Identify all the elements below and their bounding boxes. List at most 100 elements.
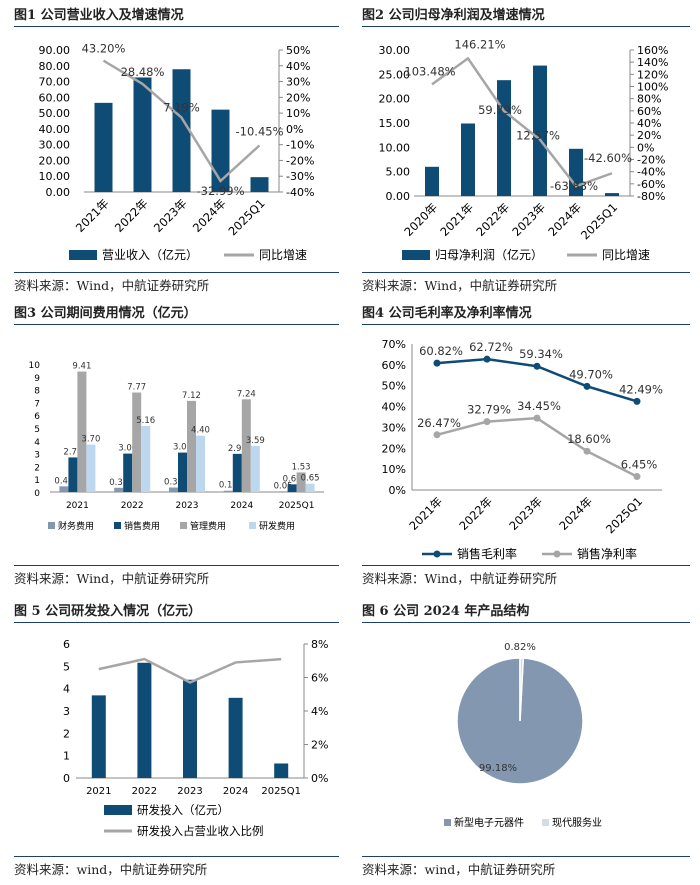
x-tick-label: 2022年 xyxy=(473,200,512,239)
y-tick-label: 20.00 xyxy=(379,93,411,106)
bar-expense xyxy=(232,453,242,492)
y-tick-label: 25.00 xyxy=(379,68,411,81)
chart-title: 图 5 公司研发投入情况（亿元） xyxy=(14,604,202,619)
legend-swatch-net-profit xyxy=(402,250,430,260)
y-tick-label: 0 xyxy=(63,772,70,785)
y-tick-label: 1 xyxy=(63,750,70,763)
data-label-expense: 0.35 xyxy=(164,478,183,488)
source-note: 资料来源：Wind，中航证券研究所 xyxy=(14,571,210,586)
data-label-growth: -42.60% xyxy=(584,151,632,165)
y-tick-label: 0% xyxy=(389,484,406,497)
marker-margin xyxy=(483,355,491,363)
x-tick-label: 2023 xyxy=(176,501,199,511)
bar-rd xyxy=(228,697,243,778)
x-tick-label: 2022 xyxy=(121,501,144,511)
data-label-expense: 0.05 xyxy=(274,481,293,491)
y-tick-label: 30.00 xyxy=(379,44,411,57)
legend-label-growth: 同比增速 xyxy=(602,248,650,262)
data-label-expense: 0.33 xyxy=(109,478,128,488)
legend-label-rd: 研发投入（亿元） xyxy=(137,803,229,817)
y-tick-label: 80.00 xyxy=(39,60,71,73)
x-tick-label: 2022年 xyxy=(112,196,151,235)
bar-expense xyxy=(196,435,205,492)
bar-rd xyxy=(183,679,197,778)
bar-expense xyxy=(59,486,69,492)
title-rule xyxy=(362,324,690,325)
legend-swatch-small xyxy=(542,819,549,826)
data-label-expense: 7.77 xyxy=(127,383,146,393)
chart-expenses: 0 1 2 3 4 5 6 7 8 9 10 0.44 0.33 0.35 0.10 0.05 2.70 3.00… xyxy=(29,361,324,532)
legend-label-net: 销售净利率 xyxy=(577,546,637,561)
y-tick-label: 30% xyxy=(382,421,406,434)
y2-tick-label: -40% xyxy=(286,186,314,199)
data-label-growth: 59.79% xyxy=(478,103,522,117)
y-tick-label: 40.00 xyxy=(39,123,71,136)
marker-margin xyxy=(633,473,641,481)
panel-margins: 图4 公司毛利率及净利率情况 0% 10% 20% 30% 40% 50% 60% 70% 60… xyxy=(362,302,690,587)
panel-revenue: 图1 公司营业收入及增速情况 0.00 10.00 20.00 30.00 40.00 5… xyxy=(14,4,339,294)
y2-tick-label: 50% xyxy=(286,44,310,57)
y2-tick-label: 100% xyxy=(637,81,668,94)
chart-margins: 0% 10% 20% 30% 40% 50% 60% 70% 60.82% 62.72% 59.34… xyxy=(382,338,663,561)
data-label-expense: 0.60 xyxy=(283,474,302,484)
y-tick-label: 10.00 xyxy=(379,141,411,154)
y-tick-label: 3 xyxy=(34,451,40,461)
y2-tick-label: 8% xyxy=(311,638,328,651)
legend-label-expense: 研发费用 xyxy=(259,520,295,532)
y-tick-label: 50% xyxy=(382,380,406,393)
chart-title: 图2 公司归母净利润及增速情况 xyxy=(362,8,545,23)
bar-expense xyxy=(250,446,260,492)
y-tick-label: 10% xyxy=(382,463,406,476)
data-label-expense: 4.40 xyxy=(191,426,210,436)
line-growth xyxy=(102,59,261,183)
legend-label-small: 现代服务业 xyxy=(552,816,602,829)
line-rd-ratio xyxy=(98,657,282,684)
bar-net-profit xyxy=(497,80,511,196)
data-label-margin: 32.79% xyxy=(467,403,511,417)
data-label-growth: -32.99% xyxy=(197,184,245,198)
x-tick-label: 2024 xyxy=(230,501,253,511)
data-label-margin: 6.45% xyxy=(621,458,658,472)
data-label-expense: 0.44 xyxy=(54,476,73,486)
legend-label-expense: 销售费用 xyxy=(124,520,160,532)
bar-expense xyxy=(68,457,78,492)
y-tick-label: 10.00 xyxy=(39,170,71,183)
data-label-margin: 42.49% xyxy=(619,382,663,396)
y2-tick-label: 60% xyxy=(637,105,661,118)
y2-tick-label: 120% xyxy=(637,68,668,81)
bar-revenue xyxy=(94,102,113,192)
x-tick-label: 2025Q1 xyxy=(225,196,267,238)
legend-swatch-expense xyxy=(48,522,55,529)
y-tick-label: 20.00 xyxy=(39,154,71,167)
marker-margin xyxy=(483,418,491,426)
y-tick-label: 9 xyxy=(34,374,40,384)
legend-marker-gross xyxy=(433,550,441,558)
y2-tick-label: -30% xyxy=(286,170,314,183)
x-tick-label: 2020年 xyxy=(401,200,440,239)
data-label-expense: 2.98 xyxy=(228,444,247,454)
bar-net-profit xyxy=(461,123,475,196)
data-label-growth: 12.57% xyxy=(516,129,560,143)
bar-expense xyxy=(241,399,251,492)
x-tick-label: 2021年 xyxy=(406,494,445,533)
y-tick-label: 8 xyxy=(34,387,40,397)
data-label-growth: 28.48% xyxy=(121,65,165,79)
panel-product-structure: 图 6 公司 2024 年产品结构 99.18% 0.82% 新型电子元器件 现代服务… xyxy=(362,600,690,880)
x-tick-label: 2022 xyxy=(132,786,157,797)
y2-tick-label: -10% xyxy=(286,139,314,152)
legend-marker-net xyxy=(553,550,561,558)
y-tick-label: 40% xyxy=(382,401,406,414)
y-tick-label: 90.00 xyxy=(39,44,71,57)
y2-tick-label: 4% xyxy=(311,705,328,718)
chart-product-structure: 99.18% 0.82% 新型电子元器件 现代服务业 xyxy=(444,642,602,829)
legend-label-net-profit: 归母净利润（亿元） xyxy=(435,247,543,262)
y-tick-label: 7 xyxy=(34,399,40,409)
data-label-expense: 7.12 xyxy=(182,391,201,401)
bar-net-profit xyxy=(425,166,439,196)
data-label-margin: 18.60% xyxy=(567,432,611,446)
y-tick-label: 0.00 xyxy=(46,186,71,199)
y-tick-label: 4 xyxy=(63,683,70,696)
y-tick-label: 2 xyxy=(34,463,40,473)
data-label-margin: 60.82% xyxy=(419,344,463,358)
bar-rd xyxy=(274,763,289,778)
